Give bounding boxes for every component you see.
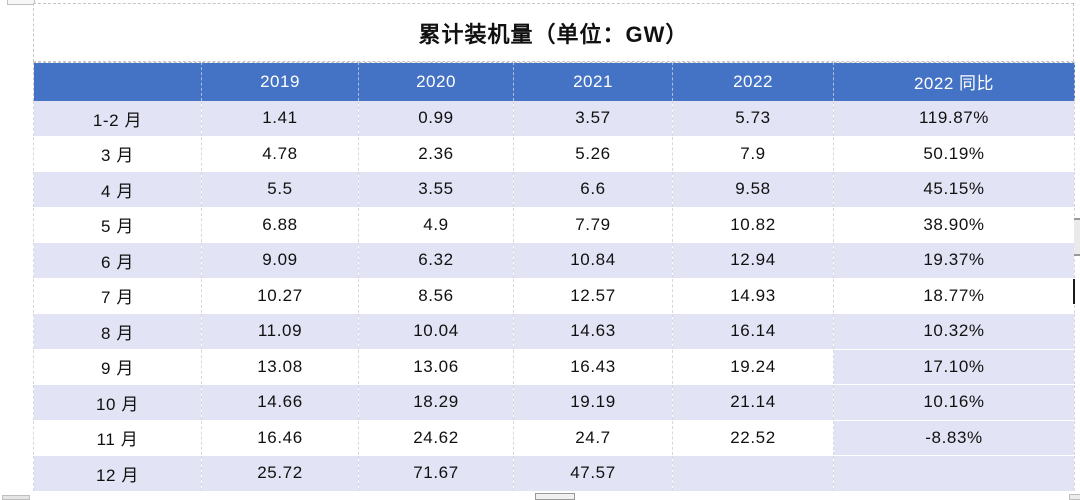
value-cell[interactable]: 7.79 <box>513 207 673 243</box>
value-cell[interactable]: 13.08 <box>201 349 359 385</box>
value-cell[interactable]: 71.67 <box>358 455 514 492</box>
value-cell[interactable]: 8.56 <box>358 278 514 314</box>
value-cell[interactable]: 47.57 <box>513 455 673 492</box>
month-cell[interactable]: 8 月 <box>33 313 202 350</box>
yoy-cell[interactable]: 10.32% <box>833 313 1075 350</box>
value-cell[interactable]: 24.62 <box>358 420 514 456</box>
month-cell[interactable]: 4 月 <box>33 171 202 208</box>
month-cell[interactable]: 7 月 <box>33 278 202 314</box>
value-cell[interactable]: 14.63 <box>513 313 673 350</box>
table-row: 9 月 13.08 13.06 16.43 19.24 17.10% <box>33 349 1075 385</box>
value-cell[interactable]: 4.9 <box>358 207 514 243</box>
yoy-cell[interactable]: 10.16% <box>833 384 1075 421</box>
table-body: 1-2 月 1.41 0.99 3.57 5.73 119.87% 3 月 4.78 2.36 5… <box>33 100 1075 492</box>
header-cell-2021[interactable]: 2021 <box>513 62 673 101</box>
value-cell[interactable]: 14.93 <box>672 278 834 314</box>
table-row: 5 月 6.88 4.9 7.79 10.82 38.90% <box>33 207 1075 243</box>
yoy-cell[interactable] <box>833 455 1075 492</box>
yoy-cell[interactable]: 50.19% <box>833 136 1075 172</box>
value-cell[interactable]: 24.7 <box>513 420 673 456</box>
yoy-cell[interactable]: -8.83% <box>833 420 1075 456</box>
value-cell[interactable]: 19.24 <box>672 349 834 385</box>
value-cell[interactable]: 1.41 <box>201 100 359 137</box>
value-cell[interactable]: 2.36 <box>358 136 514 172</box>
value-cell[interactable]: 5.73 <box>672 100 834 137</box>
value-cell[interactable]: 5.5 <box>201 171 359 208</box>
value-cell[interactable]: 25.72 <box>201 455 359 492</box>
value-cell[interactable]: 3.55 <box>358 171 514 208</box>
header-cell-2022-yoy[interactable]: 2022 同比 <box>833 62 1075 101</box>
data-table: 2019 2020 2021 2022 2022 同比 1-2 月 1.41 0.9… <box>33 62 1075 492</box>
month-cell[interactable]: 10 月 <box>33 384 202 421</box>
table-row: 8 月 11.09 10.04 14.63 16.14 10.32% <box>33 313 1075 350</box>
header-cell-2022[interactable]: 2022 <box>672 62 834 101</box>
table-row: 12 月 25.72 71.67 47.57 <box>33 455 1075 492</box>
value-cell[interactable]: 14.66 <box>201 384 359 421</box>
month-cell[interactable]: 5 月 <box>33 207 202 243</box>
value-cell[interactable]: 12.94 <box>672 242 834 279</box>
header-cell-2020[interactable]: 2020 <box>358 62 514 101</box>
partial-cell-artifact <box>7 0 35 5</box>
value-cell[interactable]: 10.04 <box>358 313 514 350</box>
value-cell[interactable]: 18.29 <box>358 384 514 421</box>
scrollbar-corner-right <box>1069 494 1080 500</box>
header-cell-month[interactable] <box>33 62 202 101</box>
value-cell[interactable]: 0.99 <box>358 100 514 137</box>
yoy-cell[interactable]: 17.10% <box>833 349 1075 385</box>
value-cell[interactable]: 16.14 <box>672 313 834 350</box>
value-cell[interactable]: 21.14 <box>672 384 834 421</box>
table-row: 1-2 月 1.41 0.99 3.57 5.73 119.87% <box>33 100 1075 137</box>
yoy-cell[interactable]: 18.77% <box>833 278 1075 314</box>
value-cell[interactable]: 16.46 <box>201 420 359 456</box>
header-row: 2019 2020 2021 2022 2022 同比 <box>33 62 1075 101</box>
table-row: 7 月 10.27 8.56 12.57 14.93 18.77% <box>33 278 1075 314</box>
value-cell[interactable]: 7.9 <box>672 136 834 172</box>
table-row: 10 月 14.66 18.29 19.19 21.14 10.16% <box>33 384 1075 421</box>
month-cell[interactable]: 12 月 <box>33 455 202 492</box>
value-cell[interactable]: 11.09 <box>201 313 359 350</box>
value-cell[interactable]: 6.6 <box>513 171 673 208</box>
value-cell[interactable]: 9.09 <box>201 242 359 279</box>
value-cell[interactable]: 9.58 <box>672 171 834 208</box>
value-cell[interactable]: 3.57 <box>513 100 673 137</box>
table-title-cell[interactable]: 累计装机量（单位：GW） <box>33 3 1074 62</box>
yoy-cell[interactable]: 45.15% <box>833 171 1075 208</box>
value-cell[interactable]: 4.78 <box>201 136 359 172</box>
month-cell[interactable]: 11 月 <box>33 420 202 456</box>
table-row: 4 月 5.5 3.55 6.6 9.58 45.15% <box>33 171 1075 208</box>
table-title: 累计装机量（单位：GW） <box>418 21 689 47</box>
value-cell[interactable]: 12.57 <box>513 278 673 314</box>
scrollbar-corner-left <box>2 495 30 500</box>
value-cell[interactable]: 16.43 <box>513 349 673 385</box>
selection-mark <box>1073 279 1075 304</box>
value-cell[interactable]: 6.88 <box>201 207 359 243</box>
vertical-scrollbar-thumb[interactable] <box>1074 218 1080 256</box>
value-cell[interactable]: 10.84 <box>513 242 673 279</box>
table-row: 3 月 4.78 2.36 5.26 7.9 50.19% <box>33 136 1075 172</box>
month-cell[interactable]: 3 月 <box>33 136 202 172</box>
value-cell[interactable]: 10.82 <box>672 207 834 243</box>
header-cell-2019[interactable]: 2019 <box>201 62 359 101</box>
month-cell[interactable]: 6 月 <box>33 242 202 279</box>
table-area: 累计装机量（单位：GW） 2019 2020 2021 2022 2022 同比… <box>33 0 1075 492</box>
value-cell[interactable]: 13.06 <box>358 349 514 385</box>
value-cell[interactable] <box>672 455 834 492</box>
month-cell[interactable]: 1-2 月 <box>33 100 202 137</box>
yoy-cell[interactable]: 19.37% <box>833 242 1075 279</box>
yoy-cell[interactable]: 119.87% <box>833 100 1075 137</box>
value-cell[interactable]: 10.27 <box>201 278 359 314</box>
value-cell[interactable]: 6.32 <box>358 242 514 279</box>
table-row: 6 月 9.09 6.32 10.84 12.94 19.37% <box>33 242 1075 279</box>
month-cell[interactable]: 9 月 <box>33 349 202 385</box>
yoy-cell[interactable]: 38.90% <box>833 207 1075 243</box>
table-row: 11 月 16.46 24.62 24.7 22.52 -8.83% <box>33 420 1075 456</box>
value-cell[interactable]: 22.52 <box>672 420 834 456</box>
value-cell[interactable]: 19.19 <box>513 384 673 421</box>
value-cell[interactable]: 5.26 <box>513 136 673 172</box>
